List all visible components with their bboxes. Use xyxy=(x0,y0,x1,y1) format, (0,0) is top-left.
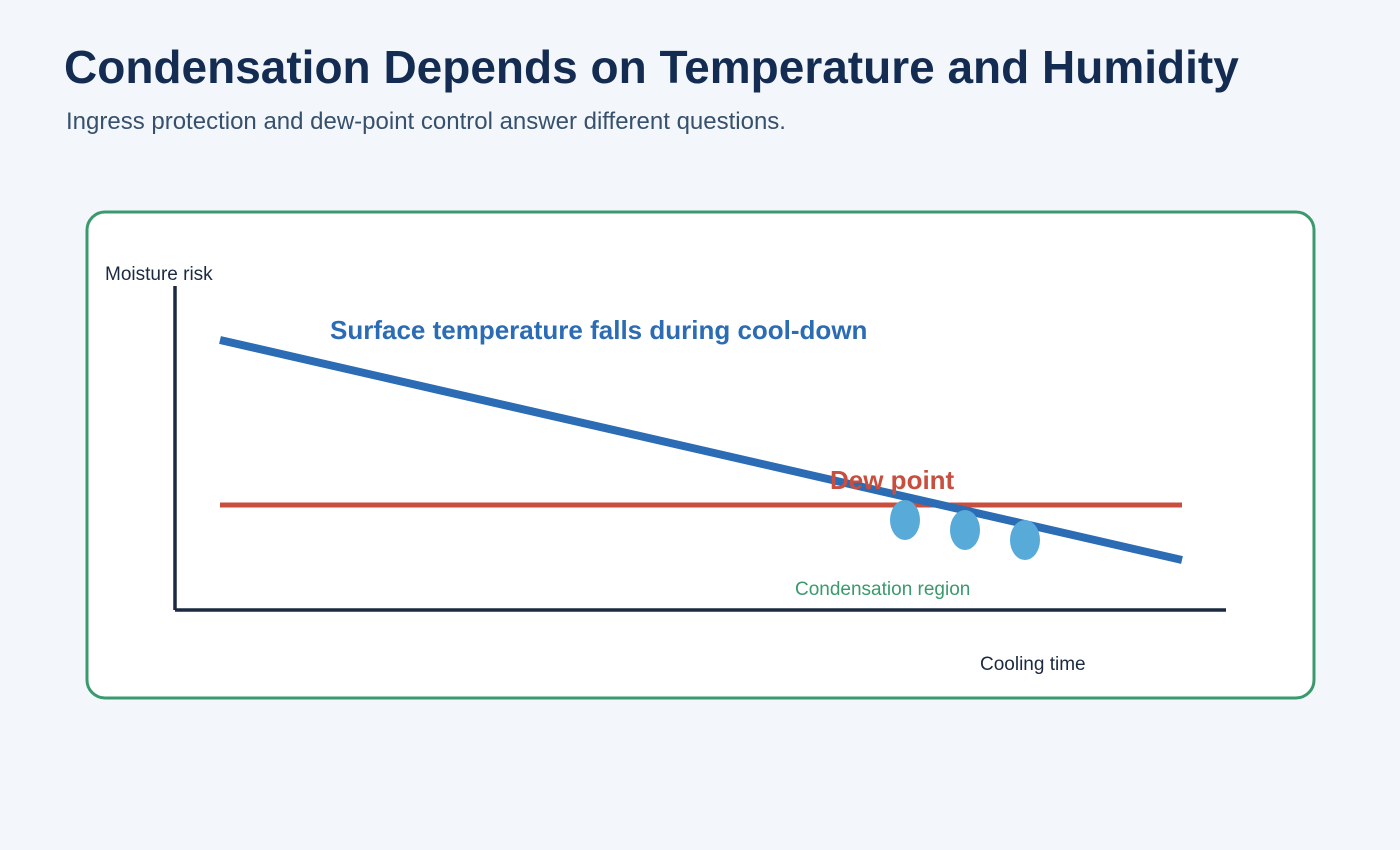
temperature-line-label: Surface temperature falls during cool-do… xyxy=(330,315,867,345)
x-axis-label: Cooling time xyxy=(980,654,1086,675)
condensation-region-label: Condensation region xyxy=(795,579,970,600)
page-title: Condensation Depends on Temperature and … xyxy=(64,41,1239,93)
droplet-icon xyxy=(890,500,920,540)
dew-point-label: Dew point xyxy=(830,465,955,495)
droplet-icon xyxy=(950,510,980,550)
diagram-panel xyxy=(85,210,1316,700)
y-axis-label: Moisture risk xyxy=(105,264,213,285)
droplet-icon xyxy=(1010,520,1040,560)
page-subtitle: Ingress protection and dew-point control… xyxy=(66,108,786,135)
